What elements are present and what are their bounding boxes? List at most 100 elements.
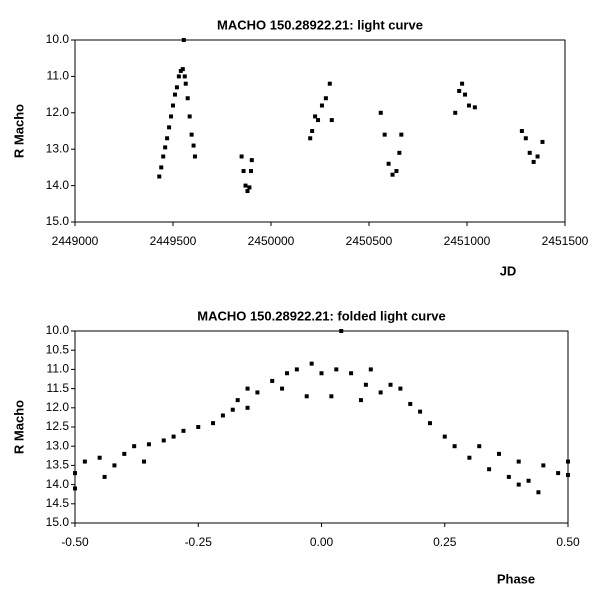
point [294, 367, 299, 372]
point [526, 478, 531, 483]
point [270, 378, 275, 383]
point [82, 459, 87, 464]
point [536, 490, 541, 495]
point [386, 161, 391, 166]
point [531, 159, 536, 164]
point [174, 85, 179, 90]
point [442, 434, 447, 439]
y-tick-label: 12.0 [46, 400, 70, 414]
point [255, 390, 260, 395]
point [169, 114, 174, 119]
point [329, 394, 334, 399]
point [181, 38, 186, 42]
point [506, 474, 511, 479]
point [334, 367, 339, 372]
point [378, 110, 383, 115]
point [73, 486, 77, 491]
point [243, 183, 248, 188]
point [181, 428, 186, 433]
point [102, 474, 107, 479]
point [323, 96, 328, 101]
point [566, 473, 570, 477]
x-axis-label: Phase [497, 571, 535, 586]
chart-title: MACHO 150.28922.21: light curve [217, 17, 423, 32]
point [541, 463, 546, 468]
y-tick-label: 11.0 [47, 362, 70, 376]
point [146, 442, 151, 447]
point [390, 172, 395, 177]
point [122, 451, 127, 456]
x-tick-label: -0.50 [61, 535, 89, 549]
point [535, 154, 540, 159]
point [239, 154, 244, 159]
point [394, 169, 399, 174]
point [496, 451, 501, 456]
point [466, 103, 471, 108]
point [304, 394, 309, 399]
point [245, 386, 250, 391]
point [183, 81, 188, 86]
point [329, 118, 334, 123]
point [319, 371, 324, 376]
point [382, 132, 387, 137]
point [176, 74, 181, 79]
point [516, 459, 521, 464]
chart-title: MACHO 150.28922.21: folded light curve [197, 308, 446, 323]
point [97, 455, 102, 460]
point [171, 434, 176, 439]
y-tick-label: 15.0 [46, 515, 70, 529]
point [189, 132, 194, 137]
point [368, 367, 373, 372]
point [241, 169, 246, 174]
y-tick-label: 12.5 [46, 419, 70, 433]
point [165, 136, 170, 141]
point [358, 398, 363, 403]
y-tick-label: 10.0 [46, 323, 70, 337]
point [519, 129, 524, 133]
point [182, 74, 187, 79]
point [477, 444, 482, 449]
point [163, 145, 168, 150]
point [280, 386, 285, 391]
point [527, 150, 532, 155]
y-tick-label: 14.0 [46, 477, 70, 491]
y-tick-label: 13.0 [46, 141, 70, 155]
point [349, 371, 354, 376]
point [378, 390, 383, 395]
point [112, 463, 117, 468]
point [319, 103, 324, 108]
point [460, 81, 465, 86]
point [180, 67, 185, 72]
point [157, 174, 162, 179]
point [540, 139, 545, 144]
point [73, 471, 77, 476]
point [172, 92, 177, 97]
point [363, 382, 368, 387]
point [472, 105, 477, 110]
point [516, 482, 521, 487]
point [313, 114, 318, 119]
point [142, 459, 147, 464]
point [457, 88, 462, 93]
point [309, 361, 314, 366]
point [398, 386, 403, 391]
point [249, 169, 254, 174]
point [408, 401, 413, 406]
point [316, 118, 321, 123]
point [487, 467, 492, 472]
y-tick-label: 13.5 [46, 458, 70, 472]
point [192, 154, 197, 159]
plot-area [74, 39, 566, 223]
point [247, 185, 252, 190]
y-tick-label: 13.0 [46, 438, 70, 452]
point [556, 471, 561, 476]
point [196, 425, 201, 429]
point [220, 413, 225, 418]
y-tick-label: 12.0 [46, 105, 70, 119]
point [397, 150, 402, 155]
y-tick-label: 10.5 [46, 342, 70, 356]
point [245, 405, 250, 410]
point [427, 421, 432, 426]
point [418, 409, 423, 414]
